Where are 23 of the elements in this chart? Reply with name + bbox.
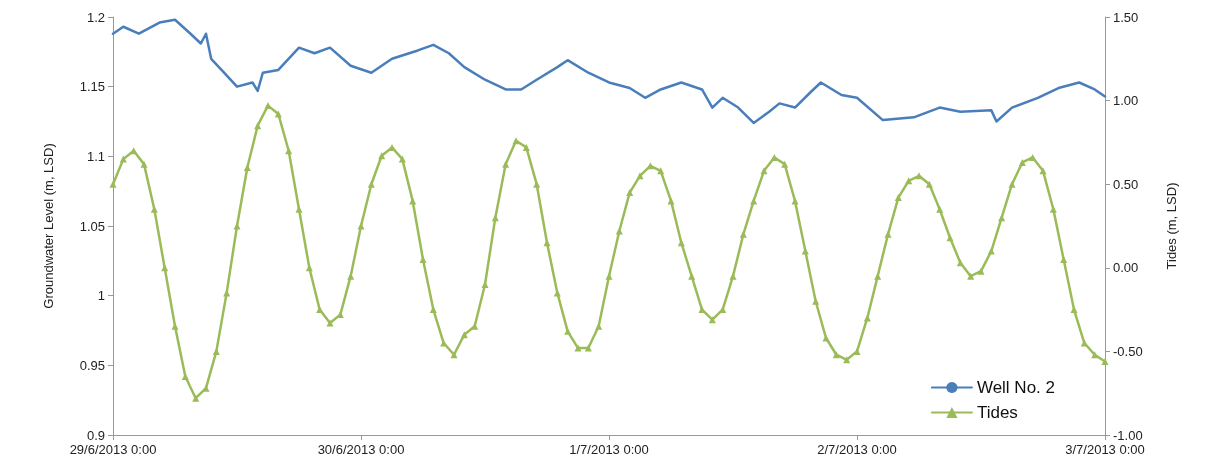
y-tick-label: 1.1 (86, 148, 105, 164)
line-series (111, 18, 1107, 125)
y-axis-title: Groundwater Level (m, LSD) (41, 143, 56, 309)
x-tick-label: 3/7/2013 0:00 (1065, 442, 1145, 457)
y-tick-label: 1.2 (86, 9, 105, 25)
legend-label: Tides (976, 403, 1018, 422)
y2-tick-label: 1.50 (1113, 9, 1139, 25)
y-tick-label: 1 (97, 288, 105, 304)
y2-tick-label: -1.00 (1113, 427, 1143, 443)
x-tick-label: 29/6/2013 0:00 (69, 442, 157, 457)
y-tick-label: 0.9 (86, 427, 105, 443)
x-tick-label: 1/7/2013 0:00 (569, 442, 649, 457)
legend-label: Well No. 2 (976, 378, 1056, 397)
y2-tick-label: -0.50 (1113, 343, 1143, 359)
y2-tick-label: 0.50 (1113, 176, 1139, 192)
y-tick-label: 1.15 (79, 79, 105, 95)
y2-tick-label: 1.00 (1113, 93, 1139, 109)
y2-axis-title: Tides (m, LSD) (1164, 182, 1179, 270)
y-tick-label: 0.95 (79, 357, 105, 373)
y-tick-label: 1.05 (79, 218, 105, 234)
x-tick-label: 2/7/2013 0:00 (817, 442, 897, 457)
x-tick-label: 30/6/2013 0:00 (317, 442, 405, 457)
y2-tick-label: 0.00 (1113, 260, 1139, 276)
